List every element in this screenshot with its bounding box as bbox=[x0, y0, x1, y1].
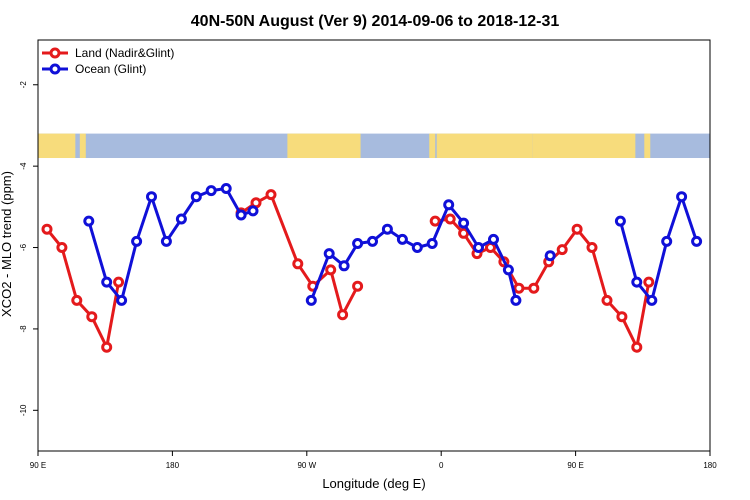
data-point bbox=[443, 199, 455, 211]
chart-title: 40N-50N August (Ver 9) 2014-09-06 to 201… bbox=[191, 13, 560, 30]
legend: Land (Nadir&Glint) Ocean (Glint) bbox=[42, 46, 174, 76]
data-point bbox=[691, 235, 703, 247]
legend-marker bbox=[49, 63, 61, 75]
data-point bbox=[646, 294, 658, 306]
data-point bbox=[601, 294, 613, 306]
x-tick-label: 180 bbox=[703, 461, 717, 470]
data-point bbox=[616, 311, 628, 323]
y-tick-label: -10 bbox=[19, 404, 28, 416]
data-point bbox=[631, 341, 643, 353]
map-strip-land bbox=[436, 133, 533, 159]
data-point bbox=[113, 276, 125, 288]
data-point bbox=[146, 191, 157, 203]
data-point bbox=[325, 264, 337, 276]
data-point bbox=[426, 238, 438, 249]
x-axis-ticks: 90 E 180 90 W 0 90 E 180 bbox=[30, 451, 717, 470]
data-point bbox=[661, 235, 673, 247]
x-tick-label: 0 bbox=[439, 461, 444, 470]
data-point bbox=[247, 205, 259, 217]
data-point bbox=[502, 264, 514, 276]
data-point bbox=[473, 242, 484, 253]
data-point bbox=[643, 276, 655, 288]
data-point bbox=[396, 233, 408, 245]
data-point bbox=[571, 223, 583, 235]
map-strip-land bbox=[287, 133, 361, 159]
y-tick-label: -6 bbox=[19, 243, 28, 251]
data-point bbox=[41, 223, 53, 235]
x-axis-label: Longitude (deg E) bbox=[322, 476, 425, 491]
series-line bbox=[309, 203, 518, 301]
data-point bbox=[56, 242, 68, 253]
data-point bbox=[631, 276, 643, 288]
data-point bbox=[101, 341, 113, 353]
x-tick-label: 90 W bbox=[297, 461, 316, 470]
y-tick-label: -4 bbox=[19, 162, 28, 170]
data-point bbox=[83, 215, 95, 227]
data-point bbox=[488, 233, 499, 245]
data-point bbox=[220, 183, 232, 194]
y-tick-label: -2 bbox=[19, 81, 28, 89]
y-axis-ticks: -2 -4 -6 -8 -10 bbox=[19, 81, 38, 416]
data-point bbox=[513, 282, 525, 294]
x-tick-label: 90 E bbox=[567, 461, 583, 470]
legend-label: Ocean (Glint) bbox=[75, 62, 146, 76]
data-point bbox=[411, 242, 423, 253]
series-layer bbox=[41, 183, 703, 353]
data-point bbox=[444, 213, 456, 225]
plot-frame bbox=[37, 39, 711, 452]
data-point bbox=[190, 191, 202, 203]
data-point bbox=[337, 309, 349, 321]
data-point bbox=[352, 238, 364, 249]
data-point bbox=[458, 217, 470, 229]
data-point bbox=[528, 282, 540, 294]
data-point bbox=[381, 223, 393, 235]
data-point bbox=[614, 215, 626, 227]
data-point bbox=[429, 215, 441, 227]
data-point bbox=[116, 294, 128, 306]
data-point bbox=[205, 185, 217, 197]
map-strip-land bbox=[38, 133, 76, 159]
data-point bbox=[101, 276, 113, 288]
data-point bbox=[544, 250, 556, 262]
x-tick-label: 180 bbox=[166, 461, 180, 470]
data-point bbox=[235, 209, 247, 221]
map-strip-land bbox=[429, 133, 436, 159]
y-axis-label: XCO2 - MLO trend (ppm) bbox=[0, 171, 14, 317]
data-point bbox=[86, 311, 98, 323]
data-point bbox=[305, 294, 317, 306]
series-line bbox=[434, 217, 651, 349]
data-point bbox=[175, 213, 187, 225]
series-line bbox=[240, 193, 359, 317]
data-point bbox=[160, 235, 172, 247]
data-point bbox=[265, 189, 277, 201]
data-point bbox=[323, 248, 335, 260]
map-strip-land bbox=[644, 133, 651, 159]
data-point bbox=[352, 280, 364, 292]
x-tick-label: 90 E bbox=[30, 461, 46, 470]
data-point bbox=[131, 235, 143, 247]
data-point bbox=[292, 258, 304, 270]
data-point bbox=[556, 244, 568, 256]
series-land bbox=[41, 189, 655, 353]
data-point bbox=[510, 294, 522, 306]
legend-marker bbox=[49, 47, 61, 59]
data-point bbox=[71, 294, 83, 306]
data-point bbox=[458, 227, 470, 239]
data-point bbox=[586, 242, 598, 253]
data-point bbox=[676, 191, 688, 203]
map-strip-land bbox=[79, 133, 86, 159]
legend-label: Land (Nadir&Glint) bbox=[75, 46, 174, 60]
series-ocean bbox=[83, 183, 703, 306]
map-strip bbox=[38, 133, 710, 159]
series-line bbox=[618, 195, 699, 302]
y-tick-label: -8 bbox=[19, 325, 28, 333]
data-point bbox=[367, 235, 378, 247]
data-point bbox=[338, 260, 350, 272]
map-strip-land bbox=[532, 133, 636, 159]
